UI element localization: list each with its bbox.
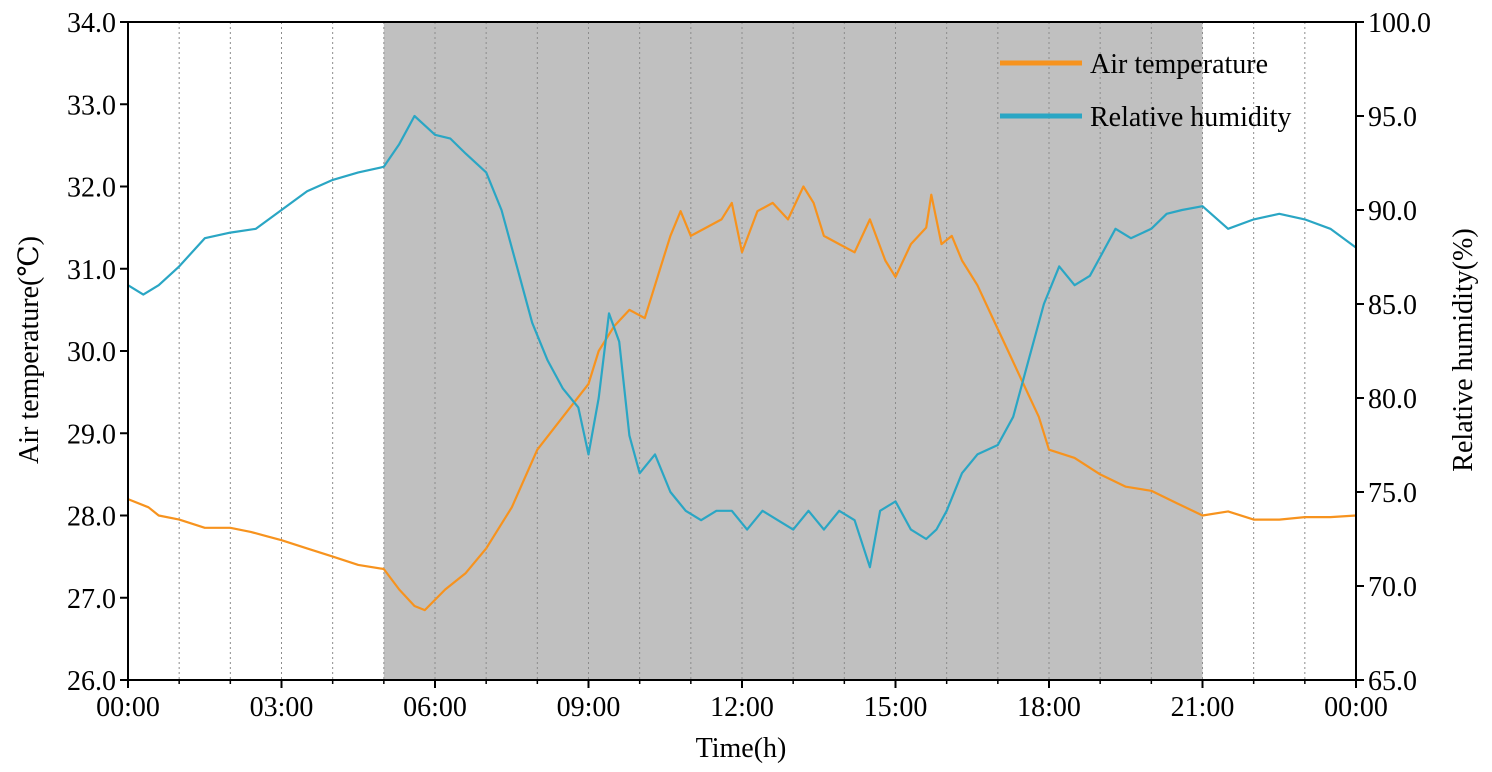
plot-area: 00:00 03:00 06:00 09:00 12:00 15:00 18:00 21:00…	[67, 8, 1431, 723]
y-left-tick-label: 27.0	[67, 584, 116, 615]
legend-label-relative-humidity: Relative humidity	[1090, 102, 1291, 133]
y-left-tick-label: 31.0	[67, 255, 116, 286]
y-left-tick-label: 34.0	[67, 8, 116, 39]
y-left-tick-label: 30.0	[67, 337, 116, 368]
x-tick-label: 15:00	[864, 692, 928, 723]
legend: Air temperature Relative humidity	[1000, 49, 1291, 133]
y-left-tick-label: 26.0	[67, 666, 116, 697]
x-tick-label: 06:00	[403, 692, 467, 723]
shaded-interval	[383, 22, 1203, 680]
y-right-tick-label: 70.0	[1368, 572, 1417, 603]
x-tick-label: 09:00	[557, 692, 621, 723]
y-axis-right-title: Relative humidity(%)	[1448, 228, 1479, 471]
y-left-tick-label: 33.0	[67, 90, 116, 121]
x-tick-label: 03:00	[250, 692, 314, 723]
y-right-tick-label: 85.0	[1368, 290, 1417, 321]
series-line-air-temperature	[127, 185, 1357, 612]
y-right-tick-label: 100.0	[1368, 8, 1431, 39]
y-left-tick-label: 28.0	[67, 502, 116, 533]
y-left-tick-label: 29.0	[67, 419, 116, 450]
x-tick-label: 00:00	[96, 692, 160, 723]
x-tick-label: 18:00	[1017, 692, 1081, 723]
x-tick-label: 00:00	[1324, 692, 1388, 723]
x-axis-title: Time(h)	[696, 733, 787, 764]
y-right-tick-label: 65.0	[1368, 666, 1417, 697]
x-tick-label: 12:00	[710, 692, 774, 723]
series-line-relative-humidity	[127, 114, 1357, 569]
legend-label-air-temperature: Air temperature	[1090, 49, 1268, 80]
y-right-tick-label: 80.0	[1368, 384, 1417, 415]
y-axis-left-title: Air temperature(℃)	[14, 236, 45, 464]
x-tick-label: 21:00	[1171, 692, 1235, 723]
y-left-tick-label: 32.0	[67, 173, 116, 204]
y-right-tick-label: 75.0	[1368, 478, 1417, 509]
y-right-tick-label: 95.0	[1368, 102, 1417, 133]
y-right-tick-label: 90.0	[1368, 196, 1417, 227]
